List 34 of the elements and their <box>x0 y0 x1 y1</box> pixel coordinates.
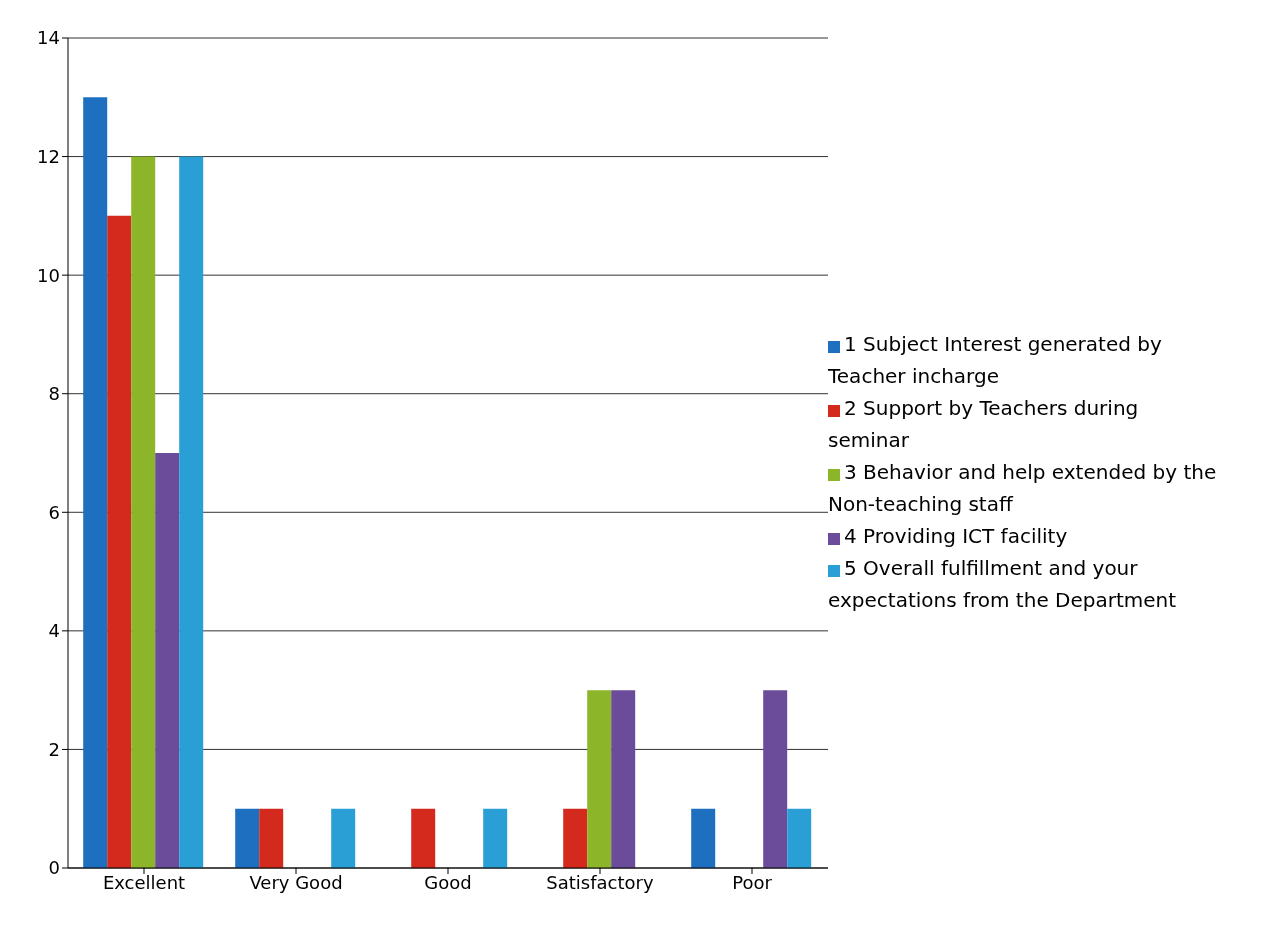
x-tick-label: Excellent <box>102 871 186 893</box>
bar <box>131 156 156 868</box>
legend-label: 2 Support by Teachers during seminar <box>828 396 1139 452</box>
bar <box>563 808 588 868</box>
bar <box>763 690 788 868</box>
bar <box>155 453 180 868</box>
y-tick-label: 12 <box>37 145 60 167</box>
bar <box>179 156 204 868</box>
y-tick-label: 4 <box>48 620 60 642</box>
y-tick-label: 10 <box>37 264 60 286</box>
bar <box>331 808 356 868</box>
x-tick-label: Good <box>424 871 472 893</box>
legend-label: 4 Providing ICT facility <box>844 524 1068 548</box>
legend-label: 3 Behavior and help extended by the Non-teaching staff <box>828 460 1217 516</box>
bar <box>691 808 716 868</box>
bar <box>235 808 260 868</box>
bar <box>587 690 612 868</box>
bar <box>787 808 812 868</box>
y-tick-label: 14 <box>37 27 60 49</box>
x-tick-label: Very Good <box>249 871 343 893</box>
y-tick-label: 6 <box>48 501 60 523</box>
y-tick-label: 0 <box>48 857 60 879</box>
y-tick-label: 8 <box>48 383 60 405</box>
x-tick-label: Satisfactory <box>546 871 654 893</box>
bar <box>483 808 508 868</box>
x-tick-label: Poor <box>732 871 773 893</box>
bar <box>83 97 108 868</box>
bar <box>259 808 284 868</box>
bar <box>611 690 636 868</box>
legend-label: 5 Overall fulfillment and your expectations from the Department <box>828 556 1177 612</box>
bar <box>411 808 436 868</box>
legend-label: 1 Subject Interest generated by Teacher incharge <box>828 332 1162 388</box>
y-tick-label: 2 <box>48 738 60 760</box>
bar <box>107 215 132 868</box>
